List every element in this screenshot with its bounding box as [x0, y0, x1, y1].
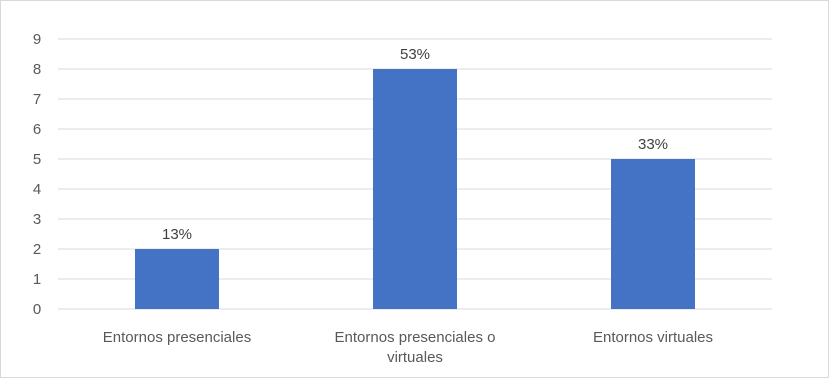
y-tick-label: 0	[33, 301, 41, 318]
y-tick-label: 1	[33, 271, 41, 288]
category-label: Entornos presenciales	[103, 329, 251, 346]
category-label-line: virtuales	[387, 349, 443, 366]
category-label: Entornos virtuales	[593, 329, 713, 346]
y-tick-label: 4	[33, 181, 41, 198]
bar-2	[611, 159, 695, 309]
data-labels: 13% 53% 33%	[162, 46, 668, 243]
category-label: Entornos presenciales o virtuales	[335, 329, 496, 366]
data-label: 13%	[162, 226, 192, 243]
y-tick-label: 5	[33, 151, 41, 168]
bars	[135, 69, 695, 309]
category-label-line: Entornos virtuales	[593, 329, 713, 346]
y-tick-label: 9	[33, 31, 41, 48]
y-axis-tick-labels: 0 1 2 3 4 5 6 7 8 9	[33, 31, 41, 318]
y-tick-label: 2	[33, 241, 41, 258]
category-label-line: Entornos presenciales	[103, 329, 251, 346]
bar-1	[373, 69, 457, 309]
y-tick-label: 6	[33, 121, 41, 138]
y-tick-label: 3	[33, 211, 41, 228]
data-label: 53%	[400, 46, 430, 63]
y-tick-label: 8	[33, 61, 41, 78]
data-label: 33%	[638, 136, 668, 153]
x-axis-category-labels: Entornos presenciales Entornos presencial…	[103, 329, 713, 366]
y-tick-label: 7	[33, 91, 41, 108]
category-label-line: Entornos presenciales o	[335, 329, 496, 346]
bar-0	[135, 249, 219, 309]
